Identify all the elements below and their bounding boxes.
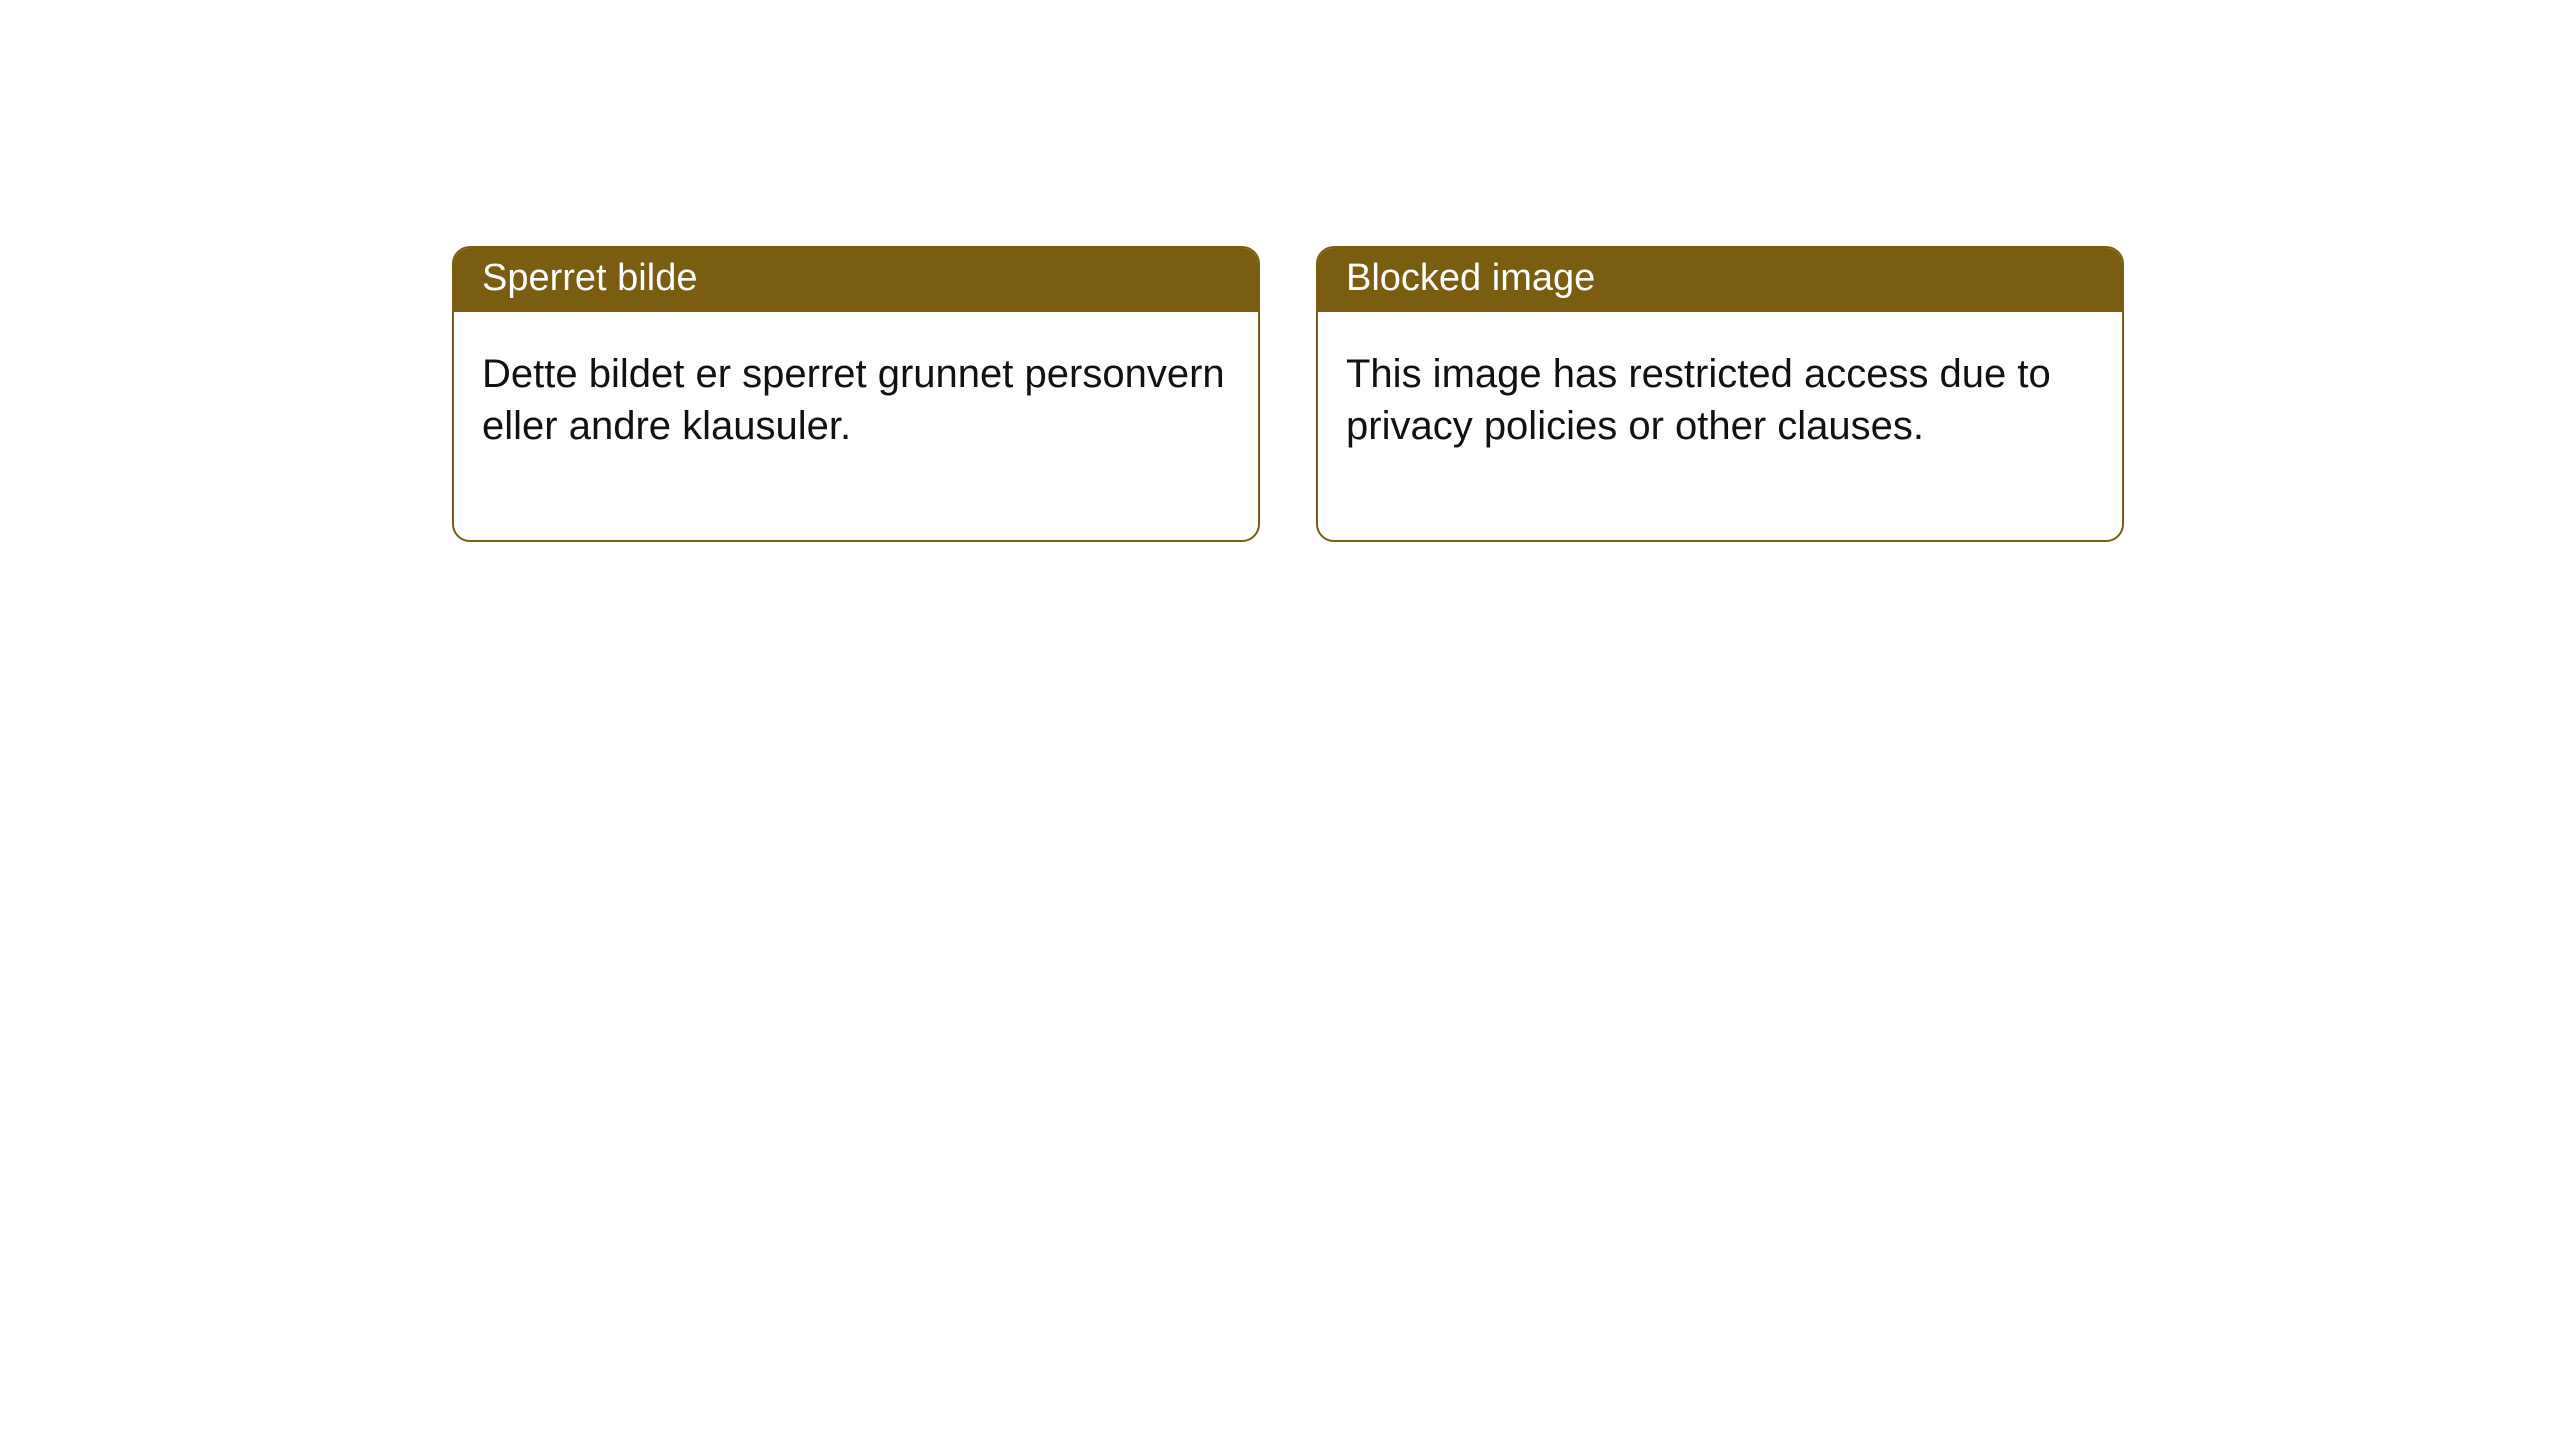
notice-body-english: This image has restricted access due to …	[1318, 312, 2122, 540]
notice-title-english: Blocked image	[1318, 248, 2122, 312]
notice-card-norwegian: Sperret bilde Dette bildet er sperret gr…	[452, 246, 1260, 542]
notice-body-norwegian: Dette bildet er sperret grunnet personve…	[454, 312, 1258, 540]
notice-title-norwegian: Sperret bilde	[454, 248, 1258, 312]
notice-card-english: Blocked image This image has restricted …	[1316, 246, 2124, 542]
notice-container: Sperret bilde Dette bildet er sperret gr…	[0, 0, 2560, 542]
